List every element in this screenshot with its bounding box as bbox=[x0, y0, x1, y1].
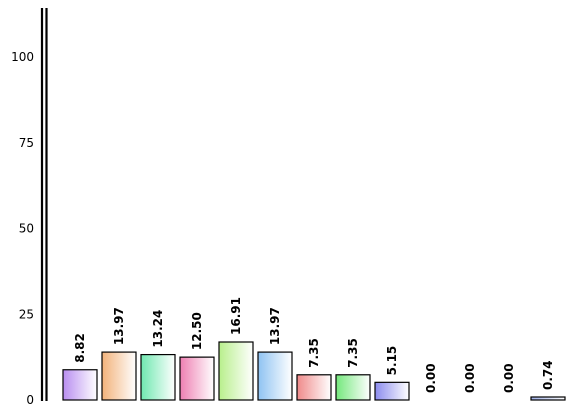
data-labels: 8.82 13.97 13.24 12.50 16.91 13.97 7.35 7.35 5.1… bbox=[73, 297, 555, 393]
bar bbox=[140, 353, 176, 401]
data-label: 0.00 bbox=[502, 363, 516, 393]
y-tick-label: 75 bbox=[19, 136, 34, 150]
data-label: 13.97 bbox=[112, 307, 126, 345]
y-tick-label: 25 bbox=[19, 307, 34, 321]
data-label: 7.35 bbox=[346, 338, 360, 368]
bars bbox=[62, 341, 566, 401]
data-label: 16.91 bbox=[229, 297, 243, 335]
data-label: 13.97 bbox=[268, 307, 282, 345]
data-label: 13.24 bbox=[151, 310, 165, 348]
data-label: 7.35 bbox=[307, 338, 321, 368]
data-label: 8.82 bbox=[73, 333, 87, 363]
bar bbox=[296, 374, 332, 401]
bar bbox=[374, 381, 410, 401]
bar bbox=[257, 351, 293, 401]
bar bbox=[62, 369, 98, 401]
y-axis-ticks: 0 25 50 75 100 bbox=[11, 50, 34, 406]
y-tick-label: 0 bbox=[26, 393, 34, 406]
bar bbox=[335, 374, 371, 401]
data-label: 0.00 bbox=[463, 363, 477, 393]
bar bbox=[218, 341, 254, 401]
bar bbox=[530, 396, 566, 401]
data-label: 12.50 bbox=[190, 312, 204, 350]
y-tick-label: 100 bbox=[11, 50, 34, 64]
data-label: 0.00 bbox=[424, 363, 438, 393]
y-tick-label: 50 bbox=[19, 222, 34, 236]
data-label: 5.15 bbox=[385, 346, 399, 376]
bar bbox=[179, 356, 215, 401]
data-label: 0.74 bbox=[541, 360, 555, 390]
bar bbox=[101, 351, 137, 401]
